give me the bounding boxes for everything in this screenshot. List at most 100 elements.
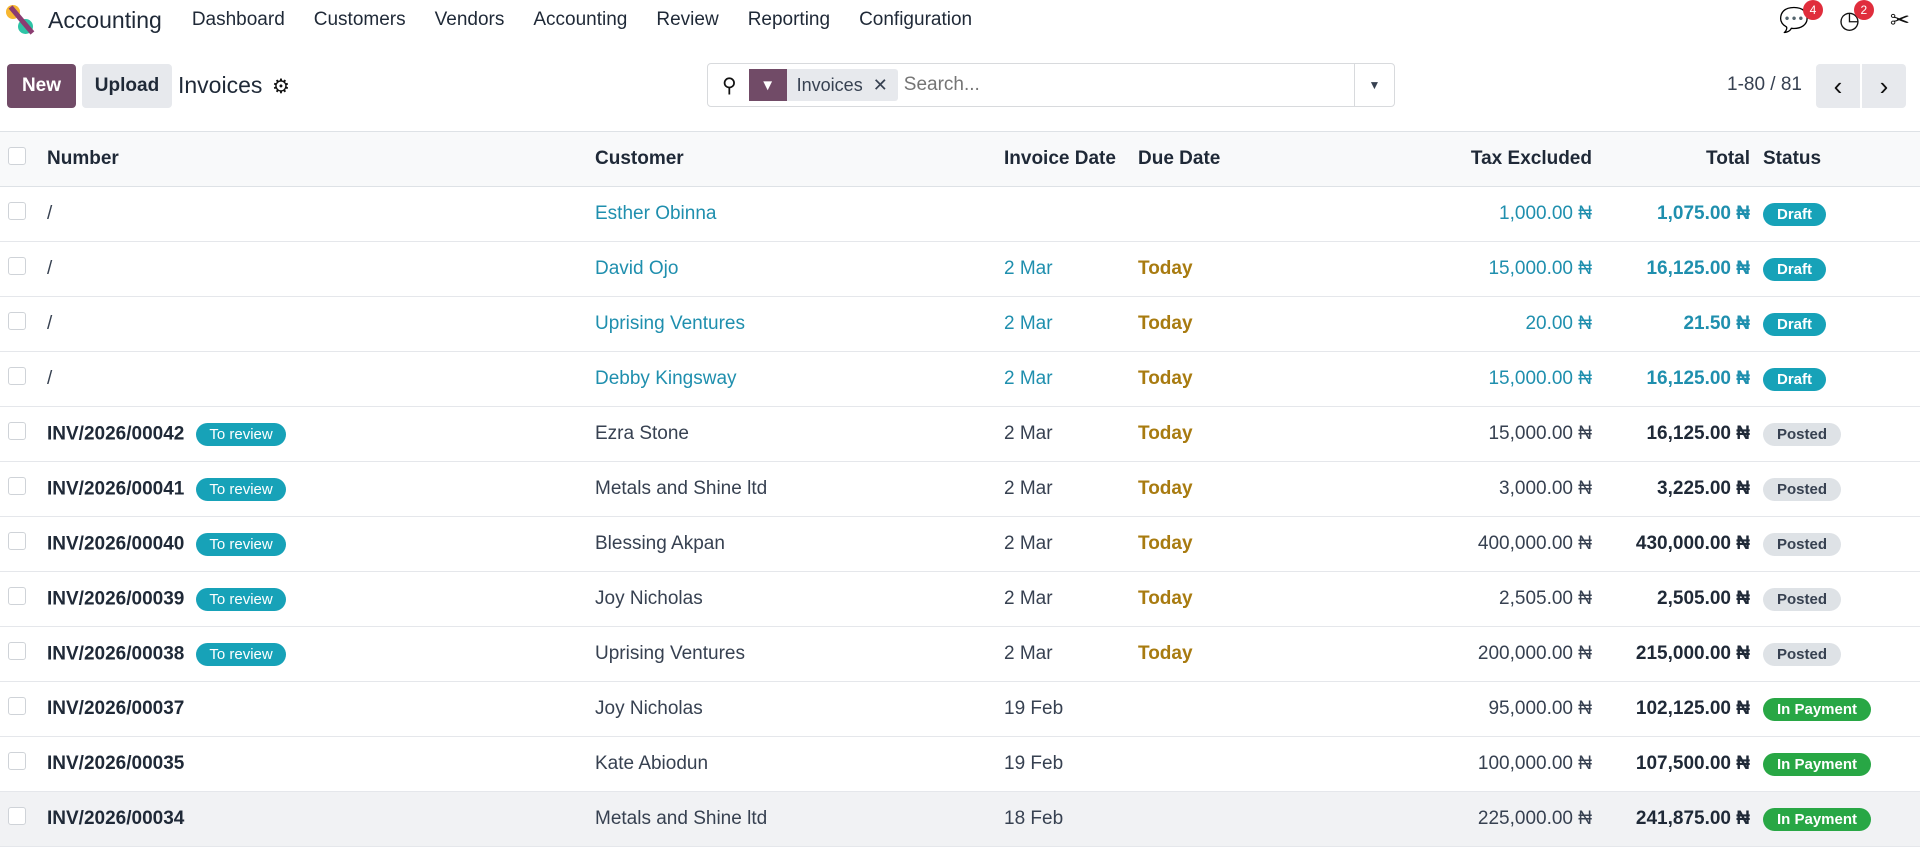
table-row[interactable]: / David Ojo 2 Mar Today 15,000.00 ₦ 16,1… xyxy=(0,241,1920,297)
filter-facet-label: Invoices xyxy=(796,74,863,95)
status-badge: Posted xyxy=(1763,422,1842,446)
due-date-cell xyxy=(1138,791,1308,847)
tax-excluded-cell: 15,000.00 ₦ xyxy=(1308,406,1592,462)
col-due-date[interactable]: Due Date xyxy=(1138,131,1308,187)
due-date-cell: Today xyxy=(1138,241,1308,297)
tax-excluded-cell: 1,000.00 ₦ xyxy=(1308,186,1592,242)
customer-cell: Debby Kingsway xyxy=(595,351,1004,407)
invoice-date-cell: 2 Mar xyxy=(1004,296,1138,352)
menu-reporting[interactable]: Reporting xyxy=(747,9,831,30)
app-logo-icon[interactable] xyxy=(6,5,36,35)
col-number[interactable]: Number xyxy=(47,131,595,187)
tax-excluded-cell: 15,000.00 ₦ xyxy=(1308,241,1592,297)
to-review-badge: To review xyxy=(196,477,286,501)
table-row[interactable]: / Uprising Ventures 2 Mar Today 20.00 ₦ … xyxy=(0,296,1920,352)
to-review-badge: To review xyxy=(196,587,286,611)
invoice-date-cell: 2 Mar xyxy=(1004,351,1138,407)
invoice-number: INV/2026/00037 xyxy=(47,698,185,719)
upload-button[interactable]: Upload xyxy=(82,64,172,108)
table-row[interactable]: INV/2026/00039 To review Joy Nicholas 2 M… xyxy=(0,571,1920,627)
status-badge: Draft xyxy=(1763,202,1827,226)
invoice-date-cell: 2 Mar xyxy=(1004,406,1138,462)
total-cell: 1,075.00 ₦ xyxy=(1592,186,1750,242)
menu-configuration[interactable]: Configuration xyxy=(859,9,973,30)
status-cell: Draft xyxy=(1750,351,1920,407)
new-button[interactable]: New xyxy=(7,64,76,108)
menu-accounting[interactable]: Accounting xyxy=(533,9,628,30)
row-checkbox[interactable] xyxy=(0,461,47,517)
row-checkbox[interactable] xyxy=(0,516,47,572)
row-checkbox[interactable] xyxy=(0,791,47,847)
remove-facet-icon[interactable]: ✕ xyxy=(872,74,888,95)
search-icon[interactable]: ⚲ xyxy=(722,74,737,97)
row-checkbox[interactable] xyxy=(0,241,47,297)
search-input[interactable] xyxy=(903,74,1354,96)
select-all-checkbox[interactable] xyxy=(0,131,47,187)
row-checkbox[interactable] xyxy=(0,406,47,462)
messages-icon[interactable]: 💬 4 xyxy=(1779,0,1823,35)
filter-icon: ▼ xyxy=(748,69,787,101)
col-customer[interactable]: Customer xyxy=(595,131,1004,187)
pager-previous-button[interactable]: ‹ xyxy=(1816,64,1860,108)
tools-icon[interactable]: ✂ xyxy=(1889,7,1910,34)
row-checkbox[interactable] xyxy=(0,736,47,792)
customer-cell: Metals and Shine ltd xyxy=(595,461,1004,517)
status-badge: In Payment xyxy=(1763,807,1872,831)
invoice-number: INV/2026/00040 xyxy=(47,533,185,555)
to-review-badge: To review xyxy=(196,422,286,446)
row-checkbox[interactable] xyxy=(0,296,47,352)
menu-vendors[interactable]: Vendors xyxy=(434,9,505,30)
table-row[interactable]: INV/2026/00038 To review Uprising Venture… xyxy=(0,626,1920,682)
menu-review[interactable]: Review xyxy=(656,9,719,30)
table-row[interactable]: / Debby Kingsway 2 Mar Today 15,000.00 ₦… xyxy=(0,351,1920,407)
col-invoice-date[interactable]: Invoice Date xyxy=(1004,131,1138,187)
menu-dashboard[interactable]: Dashboard xyxy=(191,9,285,30)
status-badge: Draft xyxy=(1763,257,1827,281)
status-badge: Posted xyxy=(1763,587,1842,611)
tax-excluded-cell: 225,000.00 ₦ xyxy=(1308,791,1592,847)
row-checkbox[interactable] xyxy=(0,571,47,627)
col-status[interactable]: Status xyxy=(1750,131,1920,187)
pager-next-button[interactable]: › xyxy=(1862,64,1906,108)
search-options-toggle[interactable]: ▼ xyxy=(1354,64,1394,106)
table-row[interactable]: INV/2026/00041 To review Metals and Shine… xyxy=(0,461,1920,517)
due-date-cell: Today xyxy=(1138,626,1308,682)
gear-icon[interactable]: ⚙ xyxy=(272,76,290,98)
invoice-date-cell: 2 Mar xyxy=(1004,516,1138,572)
col-total[interactable]: Total xyxy=(1592,131,1750,187)
filter-facet: ▼ Invoices ✕ xyxy=(748,69,898,101)
customer-cell: Uprising Ventures xyxy=(595,296,1004,352)
due-date-cell: Today xyxy=(1138,516,1308,572)
table-row[interactable]: INV/2026/00040 To review Blessing Akpan 2… xyxy=(0,516,1920,572)
total-cell: 3,225.00 ₦ xyxy=(1592,461,1750,517)
table-row[interactable]: INV/2026/00042 To review Ezra Stone 2 Mar… xyxy=(0,406,1920,462)
table-row[interactable]: INV/2026/00037 Joy Nicholas 19 Feb 95,00… xyxy=(0,681,1920,737)
due-date-cell xyxy=(1138,736,1308,792)
total-cell: 107,500.00 ₦ xyxy=(1592,736,1750,792)
total-cell: 241,875.00 ₦ xyxy=(1592,791,1750,847)
pager-value[interactable]: 1-80 / 81 xyxy=(1727,74,1802,95)
invoice-number: INV/2026/00039 xyxy=(47,588,185,610)
status-badge: In Payment xyxy=(1763,752,1872,776)
control-panel: New Upload Invoices ⚙ ⚲ ▼ Invoices ✕ ▼ 1… xyxy=(0,40,1920,130)
invoice-date-cell: 19 Feb xyxy=(1004,681,1138,737)
number-cell: INV/2026/00042 To review xyxy=(47,406,595,462)
activities-clock-icon[interactable]: ◷ 2 xyxy=(1839,0,1874,35)
invoice-number: / xyxy=(47,313,53,334)
menu-customers[interactable]: Customers xyxy=(313,9,406,30)
search-bar: ⚲ ▼ Invoices ✕ ▼ xyxy=(707,63,1395,107)
number-cell: / xyxy=(47,241,595,297)
tax-excluded-cell: 95,000.00 ₦ xyxy=(1308,681,1592,737)
status-badge: Posted xyxy=(1763,477,1842,501)
table-row[interactable]: / Esther Obinna 1,000.00 ₦ 1,075.00 ₦ Dr… xyxy=(0,186,1920,242)
table-row[interactable]: INV/2026/00034 Metals and Shine ltd 18 F… xyxy=(0,791,1920,847)
due-date-cell: Today xyxy=(1138,351,1308,407)
row-checkbox[interactable] xyxy=(0,186,47,242)
row-checkbox[interactable] xyxy=(0,681,47,737)
col-tax-excluded[interactable]: Tax Excluded xyxy=(1308,131,1592,187)
row-checkbox[interactable] xyxy=(0,351,47,407)
customer-cell: Ezra Stone xyxy=(595,406,1004,462)
table-row[interactable]: INV/2026/00035 Kate Abiodun 19 Feb 100,0… xyxy=(0,736,1920,792)
row-checkbox[interactable] xyxy=(0,626,47,682)
app-name[interactable]: Accounting xyxy=(48,6,162,33)
